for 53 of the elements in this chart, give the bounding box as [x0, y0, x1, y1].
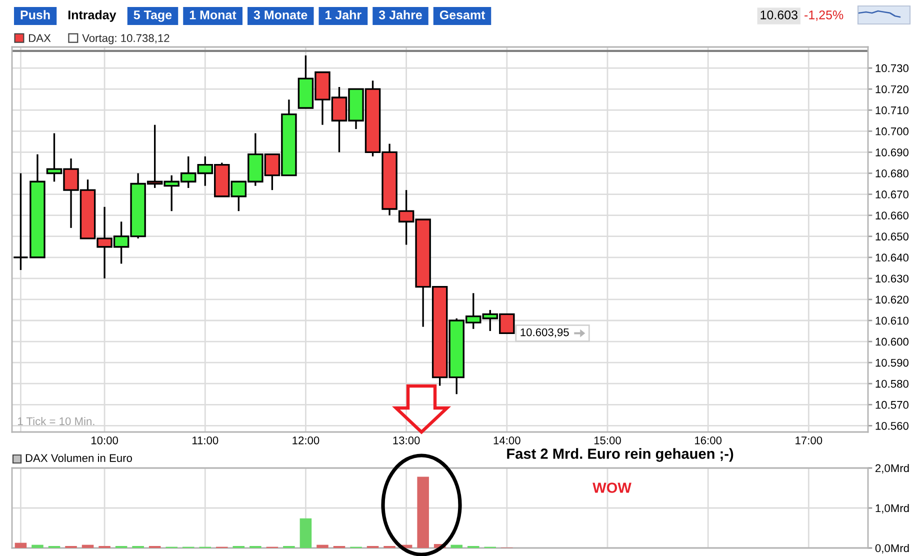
text: -1,25% [804, 10, 844, 21]
y-tick-label: 1,0Mrd [876, 504, 909, 514]
x-tick-label: 13:00 [393, 436, 420, 444]
y-tick-label: 10.570 [876, 400, 908, 409]
y-tick-label: 10.690 [876, 148, 908, 156]
y-tick-label: 10.670 [876, 190, 908, 198]
text: Gesamt [440, 10, 486, 20]
x-tick-label: 14:00 [494, 436, 520, 444]
y-tick-label: 10.720 [876, 85, 908, 94]
y-tick-label: 2,0Mrd [876, 464, 909, 474]
annotation: WOW [592, 482, 632, 493]
text: Push [20, 10, 50, 20]
y-tick-label: 10.710 [876, 106, 908, 114]
y-tick-label: 10.620 [876, 296, 908, 304]
y-tick-label: 10.730 [876, 64, 908, 72]
y-tick-label: 10.580 [876, 380, 908, 388]
text: 3 Monate [254, 10, 308, 20]
text: Fast 2 Mrd. Euro rein gehauen ;-) [507, 448, 734, 462]
y-tick-label: 10.680 [876, 169, 908, 178]
y-tick-label: 10.660 [876, 212, 908, 220]
annotation: 10.603,95 [520, 328, 569, 338]
bar [32, 544, 44, 548]
y-tick-label: 10.640 [876, 254, 908, 262]
text: 3 Jahre [378, 10, 422, 20]
y-tick-label: 0,0Mrd [875, 544, 909, 554]
y-tick-label: 10.700 [876, 127, 908, 136]
x-tick-label: 11:00 [192, 436, 218, 444]
annotation: 1 Tick = 10 Min. [18, 417, 94, 426]
x-tick-label: 16:00 [695, 436, 722, 444]
y-tick-label: 10.560 [876, 422, 908, 430]
bar [300, 518, 312, 548]
ref-line-label: Vortag: 10.738,12 [82, 34, 170, 44]
y-tick-label: 10.600 [876, 338, 908, 346]
y-tick-label: 10.630 [876, 274, 908, 283]
y-tick-label: 10.590 [876, 358, 908, 367]
bar [82, 544, 94, 548]
y-tick-label: 10.650 [876, 232, 908, 240]
bar [450, 544, 462, 548]
text: 10.603 [760, 10, 798, 20]
x-tick-label: 15:00 [594, 436, 621, 444]
x-tick-label: 12:00 [292, 436, 320, 444]
bar [316, 544, 328, 548]
text: Intraday [68, 10, 116, 22]
bar [417, 476, 429, 548]
chart-title: DAX Volumen in Euro [26, 454, 132, 462]
text: 5 Tage [134, 10, 172, 22]
y-tick-label: 10.610 [876, 316, 908, 325]
x-tick-label: 10:00 [91, 436, 118, 444]
text: 1 Jahr [326, 10, 362, 20]
x-tick-label: 17:00 [796, 436, 822, 444]
legend-label: DAX [29, 34, 51, 42]
bar [14, 542, 27, 548]
text: 1 Monat [190, 10, 236, 20]
